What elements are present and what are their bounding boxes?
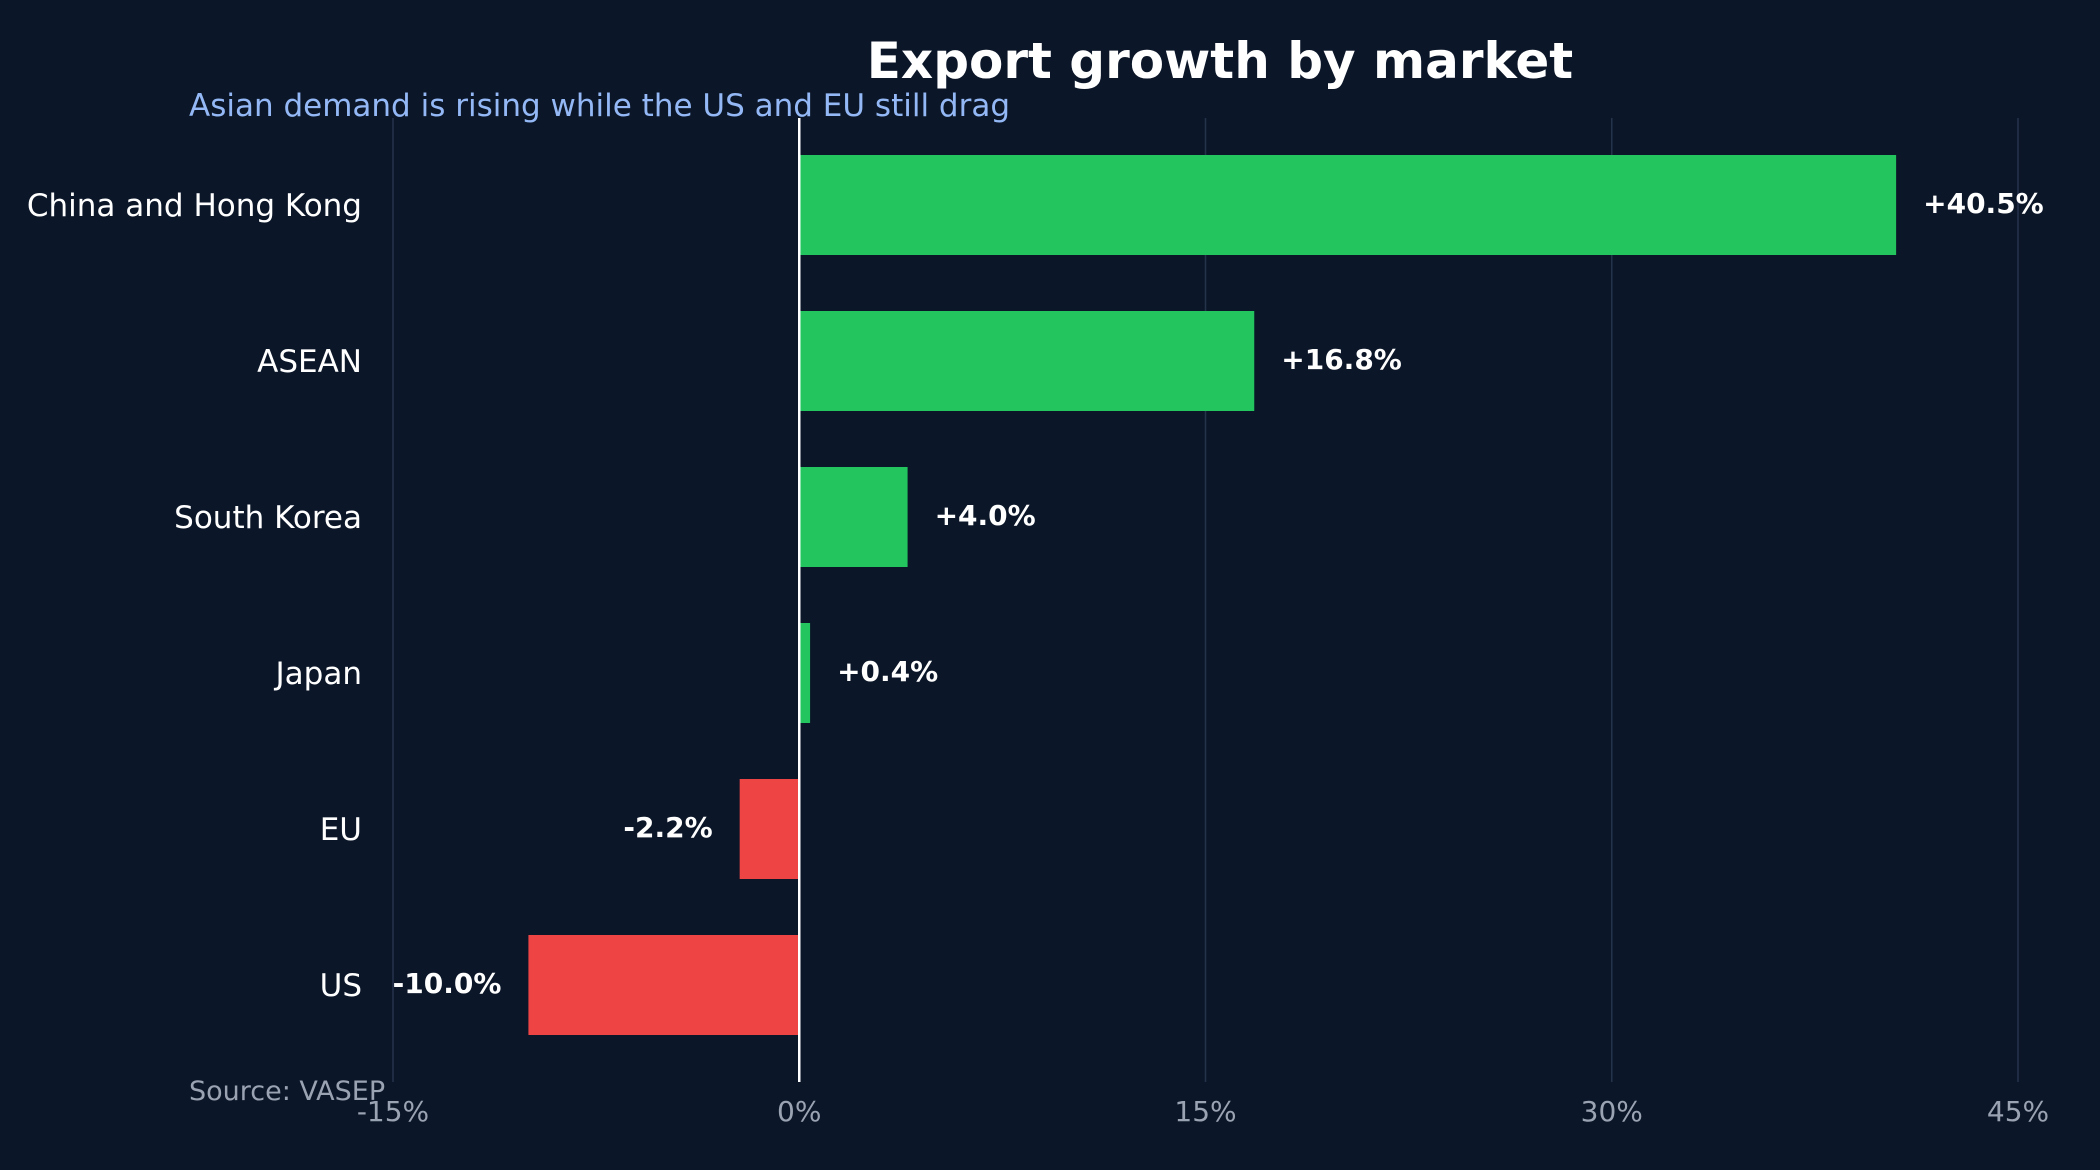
- bars: [528, 155, 1897, 1035]
- x-tick-labels: -15% 0% 15% 30% 45%: [357, 1095, 2049, 1128]
- gridlines: [392, 118, 2019, 1082]
- value-label: -2.2%: [623, 811, 712, 844]
- x-tick-label: 15%: [1174, 1095, 1236, 1128]
- category-labels: China and Hong Kong ASEAN South Korea Japan…: [27, 188, 362, 1004]
- chart-title: Export growth by market: [867, 32, 1573, 90]
- category-label: ASEAN: [257, 344, 362, 380]
- category-label: Japan: [274, 656, 362, 692]
- x-tick-label: 45%: [1987, 1095, 2049, 1128]
- value-label: +16.8%: [1281, 343, 1402, 376]
- bar: [799, 623, 811, 723]
- category-label: South Korea: [174, 500, 362, 536]
- bar: [528, 935, 800, 1035]
- value-labels: +40.5% +16.8% +4.0% +0.4% -2.2% -10.0%: [393, 187, 2044, 1000]
- x-tick-label: 0%: [777, 1095, 821, 1128]
- chart-source: Source: VASEP: [189, 1076, 385, 1107]
- value-label: +4.0%: [935, 499, 1036, 532]
- category-label: EU: [320, 812, 362, 848]
- chart-subtitle: Asian demand is rising while the US and …: [189, 88, 1010, 124]
- bar: [799, 467, 908, 567]
- value-label: -10.0%: [393, 967, 502, 1000]
- category-label: US: [320, 968, 362, 1004]
- value-label: +40.5%: [1923, 187, 2044, 220]
- bar: [799, 311, 1255, 411]
- category-label: China and Hong Kong: [27, 188, 362, 224]
- x-tick-label: -15%: [357, 1095, 429, 1128]
- bar: [739, 779, 800, 879]
- x-tick-label: 30%: [1581, 1095, 1643, 1128]
- value-label: +0.4%: [837, 655, 938, 688]
- bar: [799, 155, 1897, 255]
